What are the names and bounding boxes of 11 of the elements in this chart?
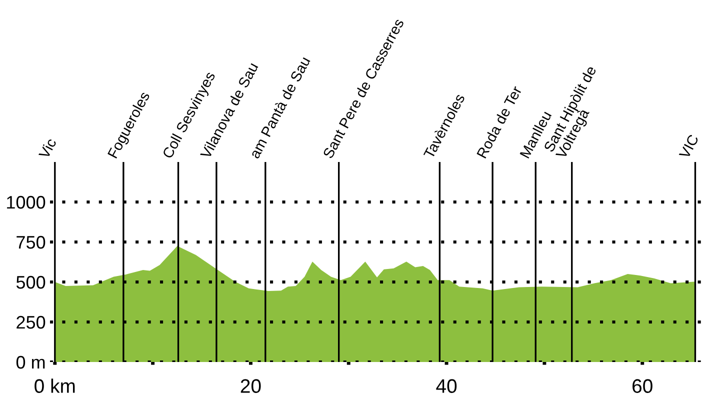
x-tick-label: 0 km xyxy=(34,378,75,393)
x-tick-label: 40 xyxy=(436,379,457,393)
x-tick-label: 20 xyxy=(240,379,261,393)
y-tick-label: 250 xyxy=(16,316,46,329)
y-tick-label: 750 xyxy=(16,236,46,249)
ref-line-label: Vic xyxy=(38,137,57,160)
y-tick-label: 0 m xyxy=(16,356,45,369)
y-tick-label: 500 xyxy=(16,276,46,289)
ref-line-label: VIC xyxy=(678,134,699,160)
y-tick-label: 1000 xyxy=(7,196,46,209)
x-tick-label: 60 xyxy=(632,379,652,393)
